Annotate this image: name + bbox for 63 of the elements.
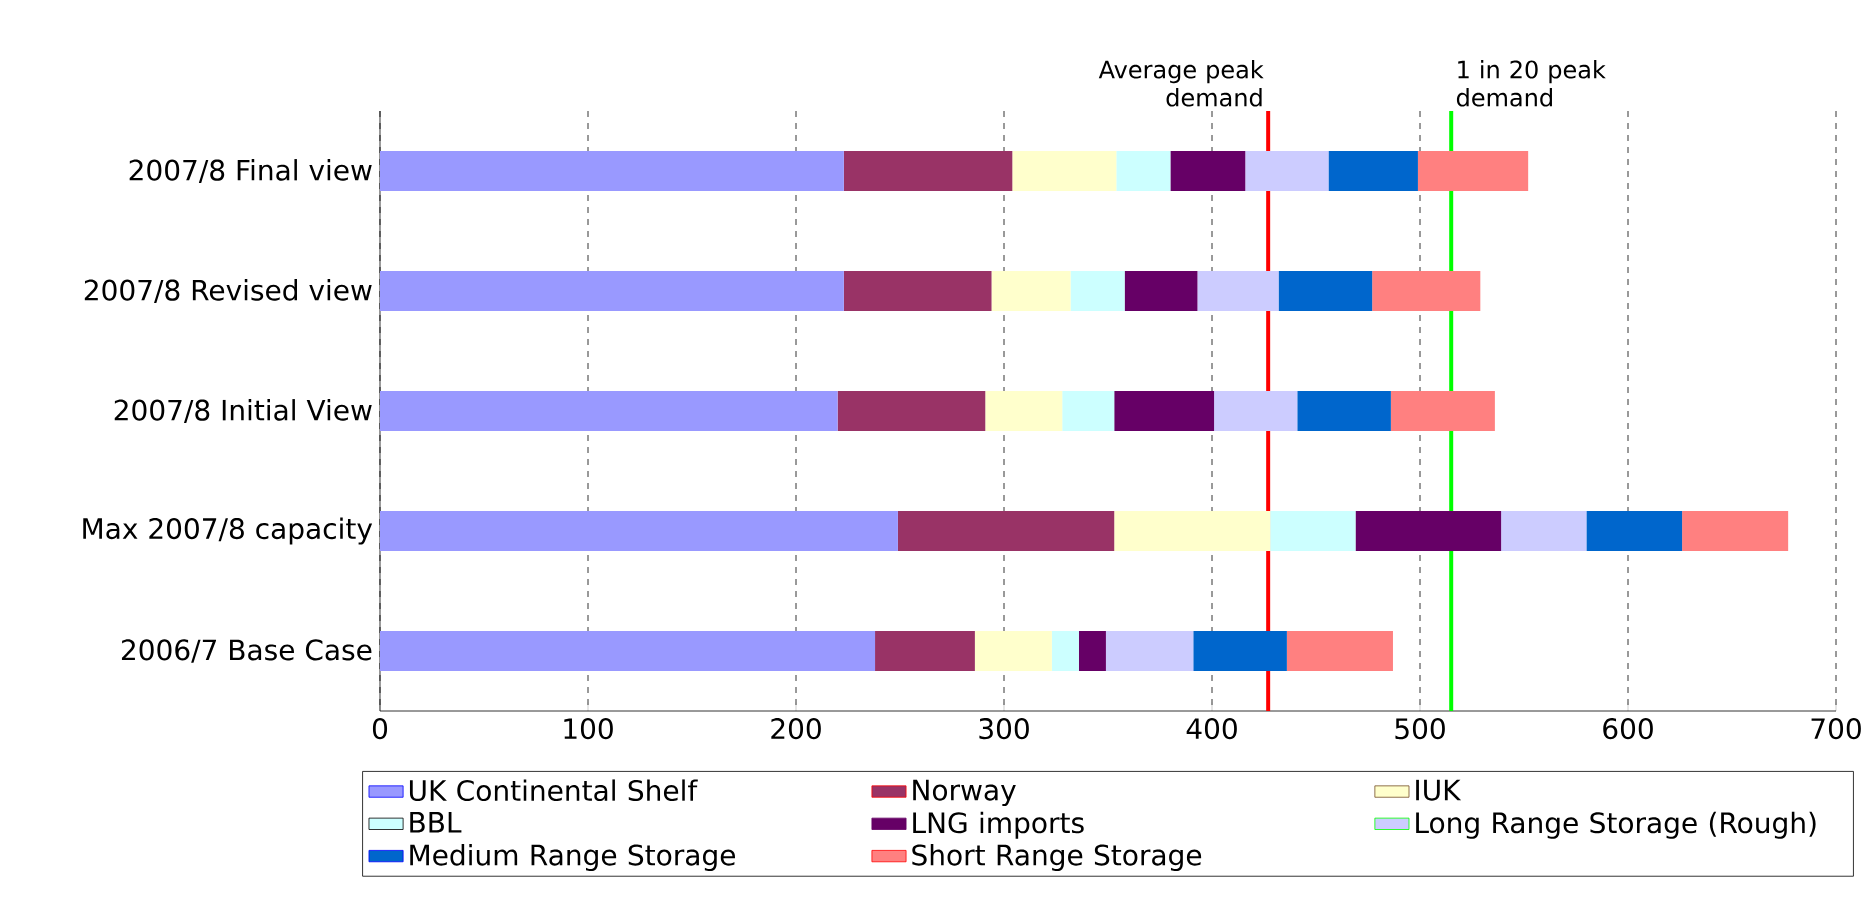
legend-label: IUK xyxy=(1416,779,1462,801)
x-tick-label: 200 xyxy=(771,718,821,740)
y-tick-label: 2007/8 Final view xyxy=(129,159,372,183)
x-tick-label: 300 xyxy=(979,718,1029,740)
bar xyxy=(991,271,1071,312)
legend-label: Short Range Storage xyxy=(912,843,1202,872)
bar xyxy=(1278,271,1373,312)
bar xyxy=(1286,631,1393,672)
bar xyxy=(380,271,844,312)
bar xyxy=(1417,151,1529,192)
bar xyxy=(1197,271,1279,312)
bar xyxy=(1214,391,1298,432)
y-tick-label: 2007/8 Revised view xyxy=(84,279,372,303)
bar xyxy=(974,631,1052,672)
bar xyxy=(843,151,1013,192)
x-tick-label: 600 xyxy=(1603,718,1653,740)
bar xyxy=(1116,151,1171,192)
bar xyxy=(1390,391,1495,432)
bar xyxy=(1124,271,1198,312)
bar xyxy=(843,271,992,312)
bar xyxy=(1245,151,1329,192)
bar xyxy=(380,151,844,192)
legend-label: BBL xyxy=(410,812,462,833)
bar xyxy=(837,391,986,432)
bar xyxy=(1586,511,1683,552)
ref-line-label: Average peak demand xyxy=(1098,60,1264,107)
bar xyxy=(1170,151,1246,192)
bar xyxy=(1372,271,1481,312)
bar xyxy=(1114,391,1215,432)
legend-label: Long Range Storage (Rough) xyxy=(1416,811,1816,839)
bar xyxy=(1501,511,1587,552)
bar xyxy=(1105,631,1194,672)
legend-label: Medium Range Storage xyxy=(410,843,735,872)
x-tick-label: 400 xyxy=(1186,718,1237,740)
y-tick-label: 2007/8 Initial View xyxy=(114,399,372,423)
x-tick-label: 0 xyxy=(372,718,388,740)
bar xyxy=(1270,511,1356,552)
bar xyxy=(897,511,1115,552)
bar xyxy=(380,511,898,552)
bar xyxy=(1355,511,1502,552)
legend-label: UK Continental Shelf xyxy=(409,779,698,802)
bar xyxy=(1051,631,1079,672)
bar xyxy=(1114,511,1271,552)
bar xyxy=(1012,151,1117,192)
x-tick-label: 700 xyxy=(1811,718,1861,740)
x-tick-label: 500 xyxy=(1395,718,1445,740)
bar xyxy=(1062,391,1115,432)
legend-label: Norway xyxy=(913,779,1016,807)
bar xyxy=(380,631,876,672)
bar xyxy=(380,391,838,432)
bar xyxy=(1070,271,1125,312)
x-tick-label: 100 xyxy=(564,718,613,740)
bar xyxy=(1078,631,1106,672)
bar xyxy=(875,631,975,672)
legend-label: LNG imports xyxy=(913,811,1084,839)
bar xyxy=(1328,151,1418,192)
bar xyxy=(985,391,1063,432)
bar xyxy=(1297,391,1391,432)
y-tick-label: Max 2007/8 capacity xyxy=(83,517,373,545)
bar xyxy=(1682,511,1789,552)
bar xyxy=(1193,631,1287,672)
ref-line-label: 1 in 20 peak demand xyxy=(1456,60,1606,107)
y-tick-label: 2006/7 Base Case xyxy=(121,639,372,663)
